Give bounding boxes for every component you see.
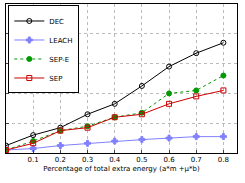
svg-text:0.1: 0.1: [28, 156, 39, 164]
svg-text:0.5: 0.5: [136, 156, 147, 164]
svg-text:0.2: 0.2: [55, 156, 66, 164]
svg-text:0.3: 0.3: [82, 156, 93, 164]
svg-text:0.4: 0.4: [109, 156, 121, 164]
svg-text:0.6: 0.6: [163, 156, 175, 164]
svg-text:LEACH: LEACH: [49, 37, 72, 45]
svg-text:Percentage of total extra ener: Percentage of total extra energy (a*m +μ…: [43, 165, 200, 173]
svg-text:0.7: 0.7: [191, 156, 202, 164]
svg-text:SEP: SEP: [49, 75, 62, 83]
svg-text:DEC: DEC: [49, 18, 64, 26]
svg-text:0.8: 0.8: [218, 156, 229, 164]
svg-text:SEP-E: SEP-E: [49, 56, 69, 64]
